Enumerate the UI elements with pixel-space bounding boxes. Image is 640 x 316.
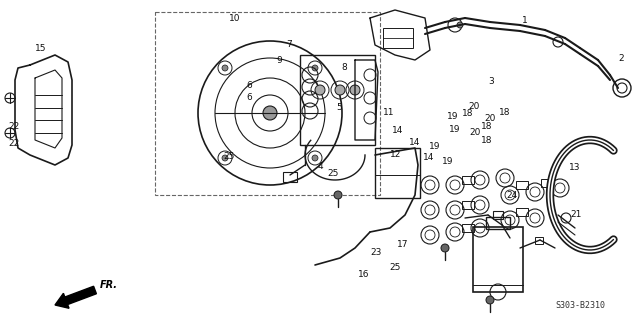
Text: 10: 10 <box>229 15 241 23</box>
Text: 20: 20 <box>468 102 479 111</box>
Circle shape <box>312 65 318 71</box>
Bar <box>300 55 375 145</box>
Text: 4: 4 <box>317 162 323 171</box>
Text: 18: 18 <box>481 136 492 145</box>
Bar <box>155 12 380 195</box>
Circle shape <box>222 155 228 161</box>
Text: 18: 18 <box>499 108 510 117</box>
Bar <box>462 224 474 232</box>
Text: 18: 18 <box>462 109 474 118</box>
Text: 19: 19 <box>447 112 458 121</box>
Text: 17: 17 <box>397 240 409 249</box>
Text: S303-B2310: S303-B2310 <box>555 301 605 311</box>
FancyArrow shape <box>55 286 97 308</box>
Text: 25: 25 <box>327 169 339 178</box>
Text: FR.: FR. <box>100 280 118 290</box>
Text: 25: 25 <box>223 152 235 161</box>
Bar <box>283 172 297 182</box>
Circle shape <box>335 85 345 95</box>
Text: 14: 14 <box>423 154 435 162</box>
Bar <box>375 148 420 198</box>
Text: 20: 20 <box>469 128 481 137</box>
Bar <box>535 237 543 244</box>
Text: 16: 16 <box>358 270 369 279</box>
Circle shape <box>312 155 318 161</box>
Circle shape <box>457 22 463 28</box>
Bar <box>541 179 553 187</box>
Bar <box>516 181 528 189</box>
Text: 14: 14 <box>392 126 403 135</box>
Text: 2: 2 <box>618 54 623 63</box>
Text: 24: 24 <box>506 191 518 200</box>
Text: 21: 21 <box>570 210 582 219</box>
Text: 9: 9 <box>277 57 282 65</box>
Text: 22: 22 <box>8 139 20 148</box>
Text: 22: 22 <box>8 122 20 131</box>
Bar <box>462 201 474 209</box>
Text: 23: 23 <box>371 248 382 257</box>
Text: 5: 5 <box>337 103 342 112</box>
Text: 7: 7 <box>287 40 292 49</box>
Circle shape <box>222 65 228 71</box>
Text: 15: 15 <box>35 45 46 53</box>
Bar <box>462 176 474 184</box>
Text: 12: 12 <box>390 150 401 159</box>
Bar <box>473 227 523 292</box>
Circle shape <box>263 106 277 120</box>
Text: 19: 19 <box>449 125 460 134</box>
Text: 8: 8 <box>342 64 347 72</box>
Circle shape <box>486 296 494 304</box>
Text: 6: 6 <box>247 81 252 90</box>
Circle shape <box>334 191 342 199</box>
Text: 11: 11 <box>383 108 394 117</box>
Text: 18: 18 <box>481 122 492 131</box>
Circle shape <box>441 244 449 252</box>
Bar <box>516 208 528 216</box>
Circle shape <box>315 85 325 95</box>
Text: 14: 14 <box>409 138 420 147</box>
Text: 19: 19 <box>429 143 441 151</box>
Text: 6: 6 <box>247 94 252 102</box>
Text: 19: 19 <box>442 157 454 166</box>
Text: 13: 13 <box>569 163 580 172</box>
Bar <box>486 217 510 229</box>
Text: 20: 20 <box>484 114 495 123</box>
Circle shape <box>350 85 360 95</box>
Text: 3: 3 <box>489 77 494 86</box>
Text: 25: 25 <box>390 264 401 272</box>
Bar <box>493 211 503 219</box>
Text: 1: 1 <box>522 16 527 25</box>
Bar <box>383 28 413 48</box>
